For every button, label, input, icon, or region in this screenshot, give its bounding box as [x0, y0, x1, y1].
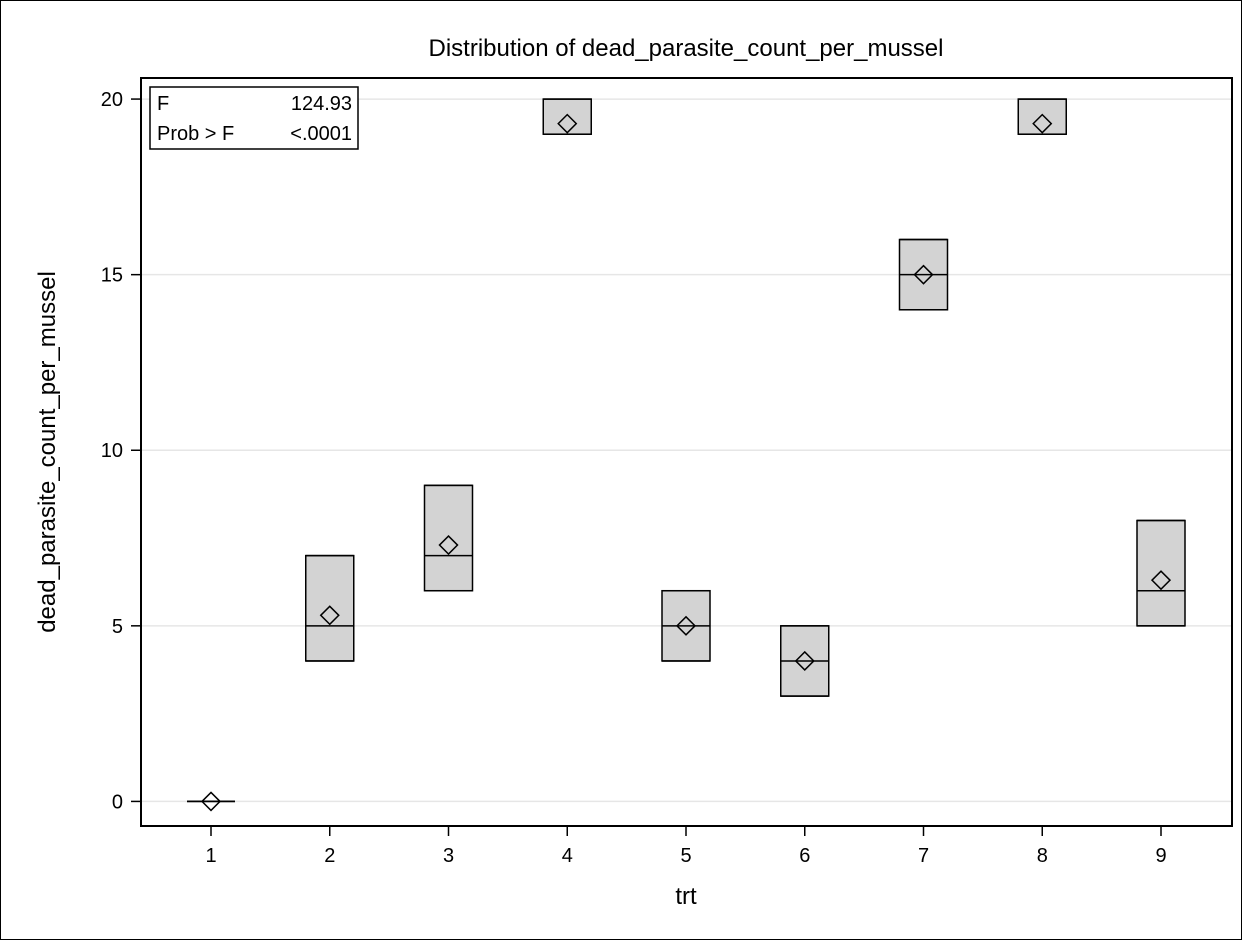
box-trt-4 [542, 98, 592, 135]
box-iqr [542, 98, 592, 135]
x-tick-label: 4 [562, 845, 573, 867]
stats-inset-border [149, 86, 359, 150]
y-axis: 0 5 10 15 20 [101, 89, 141, 813]
y-tick-label: 10 [101, 440, 123, 462]
y-axis-label: dead_parasite_count_per_mussel [34, 271, 61, 633]
box-trt-9 [1136, 519, 1186, 627]
box-trt-3 [423, 484, 474, 592]
box-mean-marker [200, 791, 222, 812]
box-mean-marker [675, 615, 697, 636]
x-axis: 1 2 3 4 5 6 7 8 9 [205, 826, 1167, 867]
box-trt-7 [898, 238, 949, 311]
chart-title: Distribution of dead_parasite_count_per_… [429, 35, 944, 62]
stat-label-f: F [157, 93, 169, 115]
box-mean-marker [913, 264, 934, 285]
box-iqr [305, 554, 355, 662]
stat-value-prob: <.0001 [290, 123, 352, 145]
stat-label-prob: Prob > F [157, 123, 234, 145]
x-tick-label: 9 [1155, 845, 1166, 867]
box-trt-2 [305, 554, 355, 662]
x-tick-label: 6 [799, 845, 810, 867]
x-tick-label: 1 [205, 845, 216, 867]
stats-inset-table: F 124.93 Prob > F <.0001 [149, 86, 359, 150]
box-trt-1 [187, 791, 235, 812]
box-trt-5 [661, 589, 711, 662]
box-mean-marker [1150, 570, 1172, 591]
x-tick-label: 2 [324, 845, 335, 867]
x-tick-label: 3 [443, 845, 454, 867]
box-mean-marker [438, 535, 459, 556]
y-tick-label: 0 [112, 791, 123, 813]
box-mean-marker [319, 605, 340, 626]
box-mean-marker [1032, 113, 1053, 134]
y-tick-label: 20 [101, 89, 123, 111]
x-tick-label: 7 [918, 845, 929, 867]
x-tick-label: 5 [680, 845, 691, 867]
box-trt-6 [780, 625, 830, 697]
box-mean-marker [794, 650, 815, 672]
box-iqr [423, 484, 474, 592]
boxes-group [187, 98, 1186, 812]
stat-value-f: 124.93 [291, 93, 352, 115]
box-iqr [1017, 98, 1067, 135]
box-trt-8 [1017, 98, 1067, 135]
y-tick-label: 15 [101, 265, 123, 287]
box-mean-marker [557, 113, 578, 134]
y-tick-label: 5 [112, 616, 123, 638]
x-tick-label: 8 [1037, 845, 1048, 867]
x-axis-label: trt [675, 883, 697, 910]
box-iqr [1136, 519, 1186, 627]
